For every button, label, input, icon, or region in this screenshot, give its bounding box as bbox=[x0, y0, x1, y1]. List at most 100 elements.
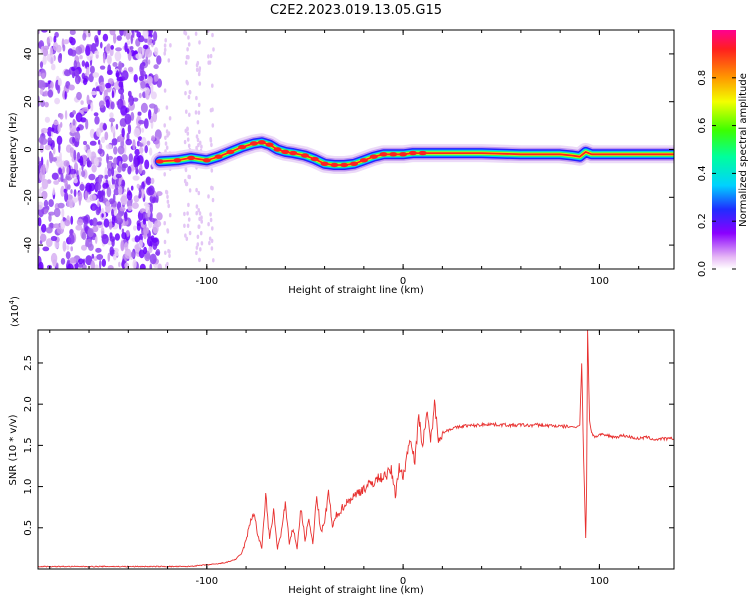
noise-blob bbox=[151, 237, 158, 243]
noise-blob bbox=[124, 242, 129, 251]
noise-blob bbox=[198, 40, 201, 45]
noise-blob bbox=[104, 167, 108, 177]
trace-peak bbox=[155, 159, 164, 164]
noise-blob bbox=[164, 38, 167, 43]
trace-peak bbox=[238, 144, 247, 150]
noise-blob bbox=[38, 160, 43, 167]
noise-blob bbox=[166, 261, 169, 267]
noise-blob bbox=[150, 82, 154, 94]
noise-blob bbox=[63, 160, 70, 167]
noise-blob bbox=[127, 123, 132, 135]
noise-blob bbox=[138, 92, 142, 99]
noise-blob bbox=[143, 44, 149, 50]
noise-blob bbox=[40, 164, 46, 175]
colorbar-ticks: 0.0 0.2 0.4 0.6 0.8 bbox=[697, 70, 736, 277]
noise-blob bbox=[116, 213, 122, 221]
noise-blob bbox=[138, 239, 143, 249]
trace-peak bbox=[273, 147, 282, 152]
noise-blob bbox=[212, 258, 215, 263]
noise-blob bbox=[165, 105, 169, 110]
noise-blob bbox=[111, 208, 114, 217]
noise-blob bbox=[200, 144, 203, 149]
noise-blob bbox=[62, 240, 67, 252]
y-tick-label: 20 bbox=[23, 95, 34, 108]
noise-blob bbox=[163, 51, 166, 56]
noise-blob bbox=[148, 109, 152, 120]
noise-blob bbox=[151, 135, 156, 141]
noise-blob bbox=[106, 186, 112, 198]
noise-blob bbox=[187, 143, 191, 148]
noise-blob bbox=[126, 190, 133, 201]
noise-blob bbox=[100, 227, 105, 236]
noise-blob bbox=[102, 123, 108, 131]
noise-blob bbox=[109, 246, 114, 255]
snr-y-multiplier-exp: 4 bbox=[8, 299, 16, 304]
noise-blob bbox=[55, 156, 63, 168]
noise-blob bbox=[153, 64, 159, 70]
noise-blob bbox=[73, 178, 78, 184]
noise-blob bbox=[156, 78, 162, 88]
noise-blob bbox=[87, 227, 94, 238]
noise-blob bbox=[134, 148, 140, 156]
noise-blob bbox=[97, 199, 100, 208]
trace-peak bbox=[359, 158, 368, 163]
noise-blob bbox=[78, 167, 82, 177]
y-tick-label: -20 bbox=[23, 189, 34, 205]
noise-blob bbox=[198, 140, 202, 145]
noise-blob bbox=[117, 98, 124, 110]
noise-blob bbox=[117, 165, 122, 173]
noise-blob bbox=[115, 123, 119, 130]
noise-blob bbox=[121, 127, 125, 138]
noise-blob bbox=[133, 225, 137, 231]
noise-blob bbox=[80, 100, 84, 105]
noise-blob bbox=[94, 116, 100, 125]
noise-blob bbox=[125, 138, 132, 146]
noise-blob bbox=[105, 99, 110, 109]
snr-panel: -100 0 100 0.5 1.0 1.5 2.0 2.5 Height of strai… bbox=[8, 296, 675, 596]
noise-blob bbox=[149, 203, 153, 213]
trace-peak bbox=[281, 149, 290, 155]
noise-blob bbox=[197, 110, 201, 115]
trace-peak bbox=[399, 152, 408, 157]
noise-blob bbox=[86, 160, 92, 168]
noise-blob bbox=[133, 195, 140, 203]
noise-blob bbox=[165, 190, 169, 195]
noise-blob bbox=[139, 63, 145, 74]
noise-blob bbox=[92, 225, 99, 233]
noise-blob bbox=[209, 53, 213, 59]
noise-blob bbox=[85, 66, 90, 76]
noise-blob bbox=[127, 165, 132, 175]
noise-blob bbox=[153, 104, 158, 115]
noise-blob bbox=[127, 66, 134, 73]
noise-blob bbox=[121, 179, 125, 187]
noise-blob bbox=[186, 223, 190, 228]
noise-blob bbox=[164, 141, 168, 146]
noise-blob bbox=[57, 77, 62, 87]
noise-blob bbox=[168, 249, 171, 254]
snr-y-ticks: 0.5 1.0 1.5 2.0 2.5 bbox=[23, 355, 674, 536]
noise-blob bbox=[155, 249, 161, 256]
noise-blob bbox=[156, 55, 162, 65]
noise-blob bbox=[60, 121, 63, 128]
noise-blob bbox=[95, 86, 100, 92]
noise-blob bbox=[208, 60, 212, 65]
noise-blob bbox=[101, 258, 107, 267]
noise-blob bbox=[200, 219, 203, 224]
noise-blob bbox=[183, 211, 186, 217]
noise-blob bbox=[197, 71, 201, 77]
noise-blob bbox=[50, 81, 54, 89]
snr-x-axis-label: Height of straight line (km) bbox=[288, 585, 424, 596]
noise-blob bbox=[115, 173, 122, 179]
noise-blob bbox=[90, 102, 94, 112]
trace-peak bbox=[379, 152, 388, 157]
noise-blob bbox=[195, 211, 198, 216]
noise-blob bbox=[195, 187, 198, 193]
noise-blob bbox=[136, 31, 141, 38]
noise-blob bbox=[91, 253, 95, 259]
noise-blob bbox=[132, 97, 139, 102]
noise-blob bbox=[47, 89, 54, 98]
snr-y-axis-label: SNR (10 * v/v) bbox=[8, 414, 19, 485]
noise-blob bbox=[126, 40, 131, 46]
noise-blob bbox=[46, 238, 53, 248]
noise-blob bbox=[211, 197, 215, 203]
